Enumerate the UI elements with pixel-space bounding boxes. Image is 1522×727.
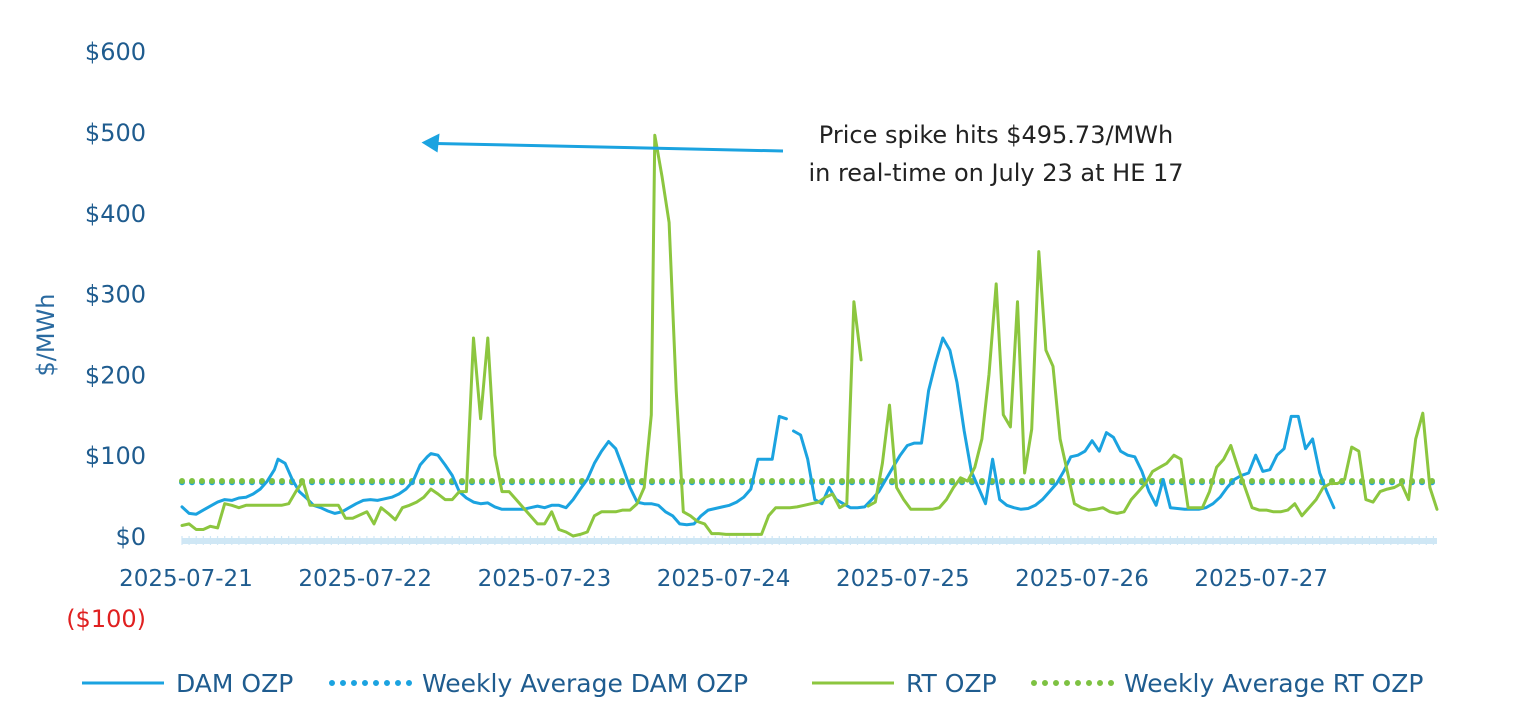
x-tick-label: 2025-07-25 <box>836 566 970 592</box>
y-tick-label: $600 <box>85 38 146 66</box>
rt-ozp-line <box>180 133 1439 538</box>
x-tick-label: 2025-07-26 <box>1015 566 1149 592</box>
x-tick-label: 2025-07-22 <box>298 566 432 592</box>
y-tick-label: $200 <box>85 361 146 389</box>
x-tick-label: 2025-07-27 <box>1194 566 1328 592</box>
x-tick-label: 2025-07-21 <box>119 566 253 592</box>
annotation-line-2: in real-time on July 23 at HE 17 <box>808 159 1183 187</box>
y-axis-label: $/MWh <box>32 293 60 376</box>
y-tick-label: $400 <box>85 200 146 228</box>
annotation-arrow <box>435 141 784 153</box>
legend-label: DAM OZP <box>176 669 293 698</box>
dam-ozp-line <box>180 336 1336 527</box>
legend-label: Weekly Average DAM OZP <box>422 669 748 698</box>
y-tick-label: ($100) <box>66 605 146 633</box>
annotation-arrowhead <box>421 133 440 153</box>
x-tick-label: 2025-07-23 <box>478 566 612 592</box>
legend-label: Weekly Average RT OZP <box>1124 669 1423 698</box>
y-tick-label: $500 <box>85 119 146 147</box>
y-tick-label: $100 <box>85 442 146 470</box>
x-tick-label: 2025-07-24 <box>657 566 791 592</box>
legend-label: RT OZP <box>906 669 997 698</box>
annotation-line-1: Price spike hits $495.73/MWh <box>819 121 1173 149</box>
y-tick-label: $300 <box>85 281 146 309</box>
y-tick-label: $0 <box>115 523 146 551</box>
